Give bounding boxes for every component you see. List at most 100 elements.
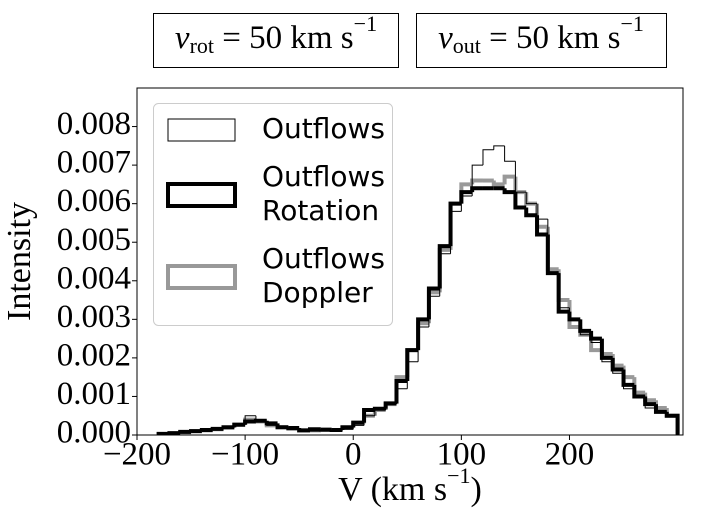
y-tick-label: 0.000	[57, 415, 131, 451]
x-tick-label: −200	[103, 437, 171, 473]
histogram-step	[341, 428, 354, 431]
y-tick-label: 0.003	[57, 299, 131, 335]
y-tick-label: 0.007	[57, 145, 131, 181]
histogram-step	[460, 195, 473, 212]
annotation-superscript: −1	[620, 11, 643, 36]
x-tick-label: 0	[345, 437, 362, 473]
x-axis-label-sup: −1	[447, 463, 470, 488]
histogram-step	[212, 428, 224, 431]
y-tick-label: 0.008	[57, 106, 131, 142]
histogram-step	[450, 210, 462, 254]
histogram-step	[286, 426, 300, 431]
y-tick-label: 0.005	[57, 222, 131, 258]
legend-label: Outflows Rotation	[262, 160, 385, 227]
annotation-symbol: v	[175, 20, 190, 56]
legend-swatch	[167, 118, 236, 142]
annotation-symbol: v	[438, 20, 453, 56]
annotation-subscript: out	[453, 33, 481, 58]
histogram-step	[568, 307, 581, 320]
histogram-step	[394, 379, 408, 404]
histogram-step	[352, 424, 365, 430]
histogram-step	[470, 186, 483, 193]
x-axis-label-text: V (km s	[338, 471, 447, 508]
annotation-text: = 50 km s	[481, 20, 621, 56]
histogram-step	[524, 192, 538, 206]
annotation-superscript: −1	[354, 11, 377, 36]
histogram-step	[644, 396, 656, 409]
histogram-step	[633, 388, 646, 397]
histogram-step	[666, 411, 679, 435]
histogram-step	[623, 373, 635, 390]
legend-swatch	[166, 264, 237, 290]
x-tick-label: 100	[437, 437, 487, 473]
histogram-step	[179, 431, 192, 434]
histogram-step	[277, 425, 289, 429]
plot-frame	[136, 87, 684, 436]
histogram-step	[287, 428, 300, 430]
histogram-step	[536, 203, 548, 220]
legend-label-line: Outflows	[262, 242, 385, 275]
histogram-step	[201, 429, 213, 432]
histogram-step	[655, 408, 667, 413]
histogram-step	[513, 176, 527, 195]
histogram-step	[437, 244, 451, 289]
legend-label: Outflows	[262, 112, 385, 145]
legend-label-line: Doppler	[262, 276, 373, 309]
legend-label-line: Rotation	[262, 194, 379, 227]
histogram-step	[385, 403, 397, 410]
histogram-step	[612, 361, 624, 374]
histogram-step	[547, 219, 559, 274]
x-axis-label-suffix: )	[471, 471, 482, 508]
annotation-box	[416, 13, 667, 68]
histogram-step	[470, 178, 483, 185]
histogram-step	[266, 421, 278, 426]
x-tick-label: −100	[211, 437, 279, 473]
histogram-step	[190, 430, 202, 433]
annotation: vout = 50 km s−1	[438, 11, 644, 58]
histogram-step	[579, 319, 592, 336]
histogram-step	[233, 424, 246, 428]
legend-box	[153, 103, 393, 326]
histogram-step	[406, 361, 419, 389]
legend-swatch	[166, 182, 237, 208]
histogram-step	[535, 215, 548, 237]
histogram-step	[264, 420, 278, 426]
histogram-step	[417, 326, 429, 362]
histogram-step	[243, 419, 256, 425]
histogram-step	[567, 311, 581, 322]
histogram-step	[363, 415, 375, 426]
annotation-subscript: rot	[190, 33, 214, 58]
legend-label: Outflows Doppler	[262, 242, 385, 309]
histogram-step	[255, 415, 267, 423]
histogram-step	[513, 192, 527, 210]
histogram-step	[439, 253, 451, 297]
histogram-step	[459, 190, 473, 204]
y-axis-label: Intensity	[1, 202, 38, 321]
annotation-box	[153, 13, 399, 68]
histogram-step	[514, 161, 527, 193]
histogram-step	[168, 432, 181, 435]
histogram-step	[448, 201, 462, 247]
histogram-step	[222, 427, 235, 430]
histogram-step	[525, 192, 538, 205]
histogram-step	[307, 427, 321, 432]
histogram-step	[558, 273, 570, 309]
legend-label-line: Outflows	[262, 160, 385, 193]
histogram-step	[158, 433, 170, 435]
x-tick-label: 200	[545, 437, 595, 473]
histogram-step	[471, 164, 483, 196]
histogram-step	[405, 348, 419, 382]
histogram-step	[502, 188, 516, 195]
histogram-step	[275, 423, 289, 430]
annotation: vrot = 50 km s−1	[175, 11, 377, 58]
y-tick-label: 0.002	[57, 337, 131, 373]
histogram-step	[502, 174, 516, 185]
histogram-step	[428, 295, 440, 328]
y-tick-label: 0.004	[57, 260, 131, 296]
histogram-step	[482, 149, 494, 166]
annotation-text: = 50 km s	[214, 20, 354, 56]
histogram-step	[589, 330, 602, 341]
histogram-step	[590, 334, 602, 343]
y-tick-label: 0.006	[57, 183, 131, 219]
